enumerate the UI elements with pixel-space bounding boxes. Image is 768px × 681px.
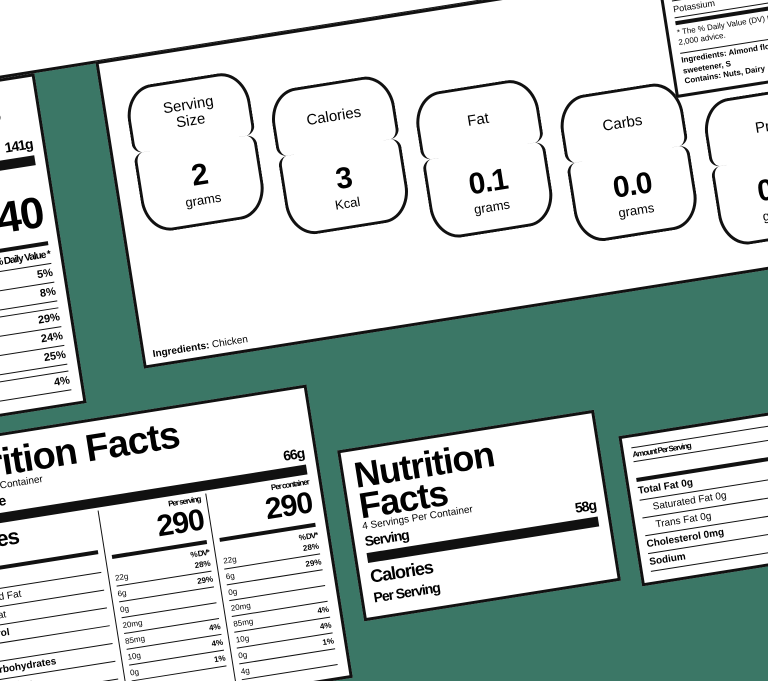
- dv: 5%: [36, 267, 54, 281]
- badge-label: Carbs: [601, 112, 643, 134]
- badge-unit: Kcal: [334, 194, 361, 213]
- dv: 25%: [43, 349, 67, 364]
- badge-label: ServingSize: [162, 93, 217, 132]
- badge-value: 2: [189, 160, 209, 192]
- badge-value: 3: [334, 163, 354, 195]
- bottom-mid-label: Nutrition Facts 4 Servings Per Container…: [337, 410, 621, 622]
- dv: 8%: [39, 286, 57, 300]
- ingredients-value: Chicken: [211, 334, 248, 351]
- badge-label: Pro: [754, 117, 768, 136]
- dv: 24%: [40, 330, 64, 345]
- summary-badge: Carbs0.0grams: [556, 80, 706, 271]
- badge-value: 0.5: [755, 172, 768, 208]
- dv: 29%: [37, 311, 61, 326]
- serving-size-val: 66g: [282, 445, 305, 464]
- badge-label: Calories: [305, 104, 362, 128]
- dv-head: % Daily Value *: [0, 249, 51, 269]
- bottom-left-label: Nutrition Facts 1 Servings Per Container…: [0, 384, 353, 681]
- badge-value: 0.0: [611, 168, 654, 204]
- summary-badge: Calories 3Kcal: [267, 73, 425, 316]
- summary-badge: Pro0.5grams: [700, 83, 768, 249]
- left-nutrition-label: Nutrition Facts ings Per Container Size1…: [0, 73, 87, 453]
- badge-value: 0.1: [467, 165, 510, 201]
- dv: 4%: [53, 374, 71, 388]
- summary-badge: Fat0.1grams: [411, 76, 565, 293]
- serving-size-val: 141g: [3, 135, 33, 155]
- summary-badge: ServingSize 2grams: [123, 69, 285, 337]
- bottom-right-label: Amount Per Serving %Daily Value* Total F…: [618, 396, 768, 587]
- calories-val: 340: [0, 188, 47, 248]
- serving-val: 58g: [574, 497, 597, 516]
- badge-unit: grams: [184, 190, 222, 210]
- badge-label: Fat: [466, 110, 490, 129]
- summary-badges-panel: ServingSize2gramsCalories3KcalFat0.1gram…: [95, 0, 768, 369]
